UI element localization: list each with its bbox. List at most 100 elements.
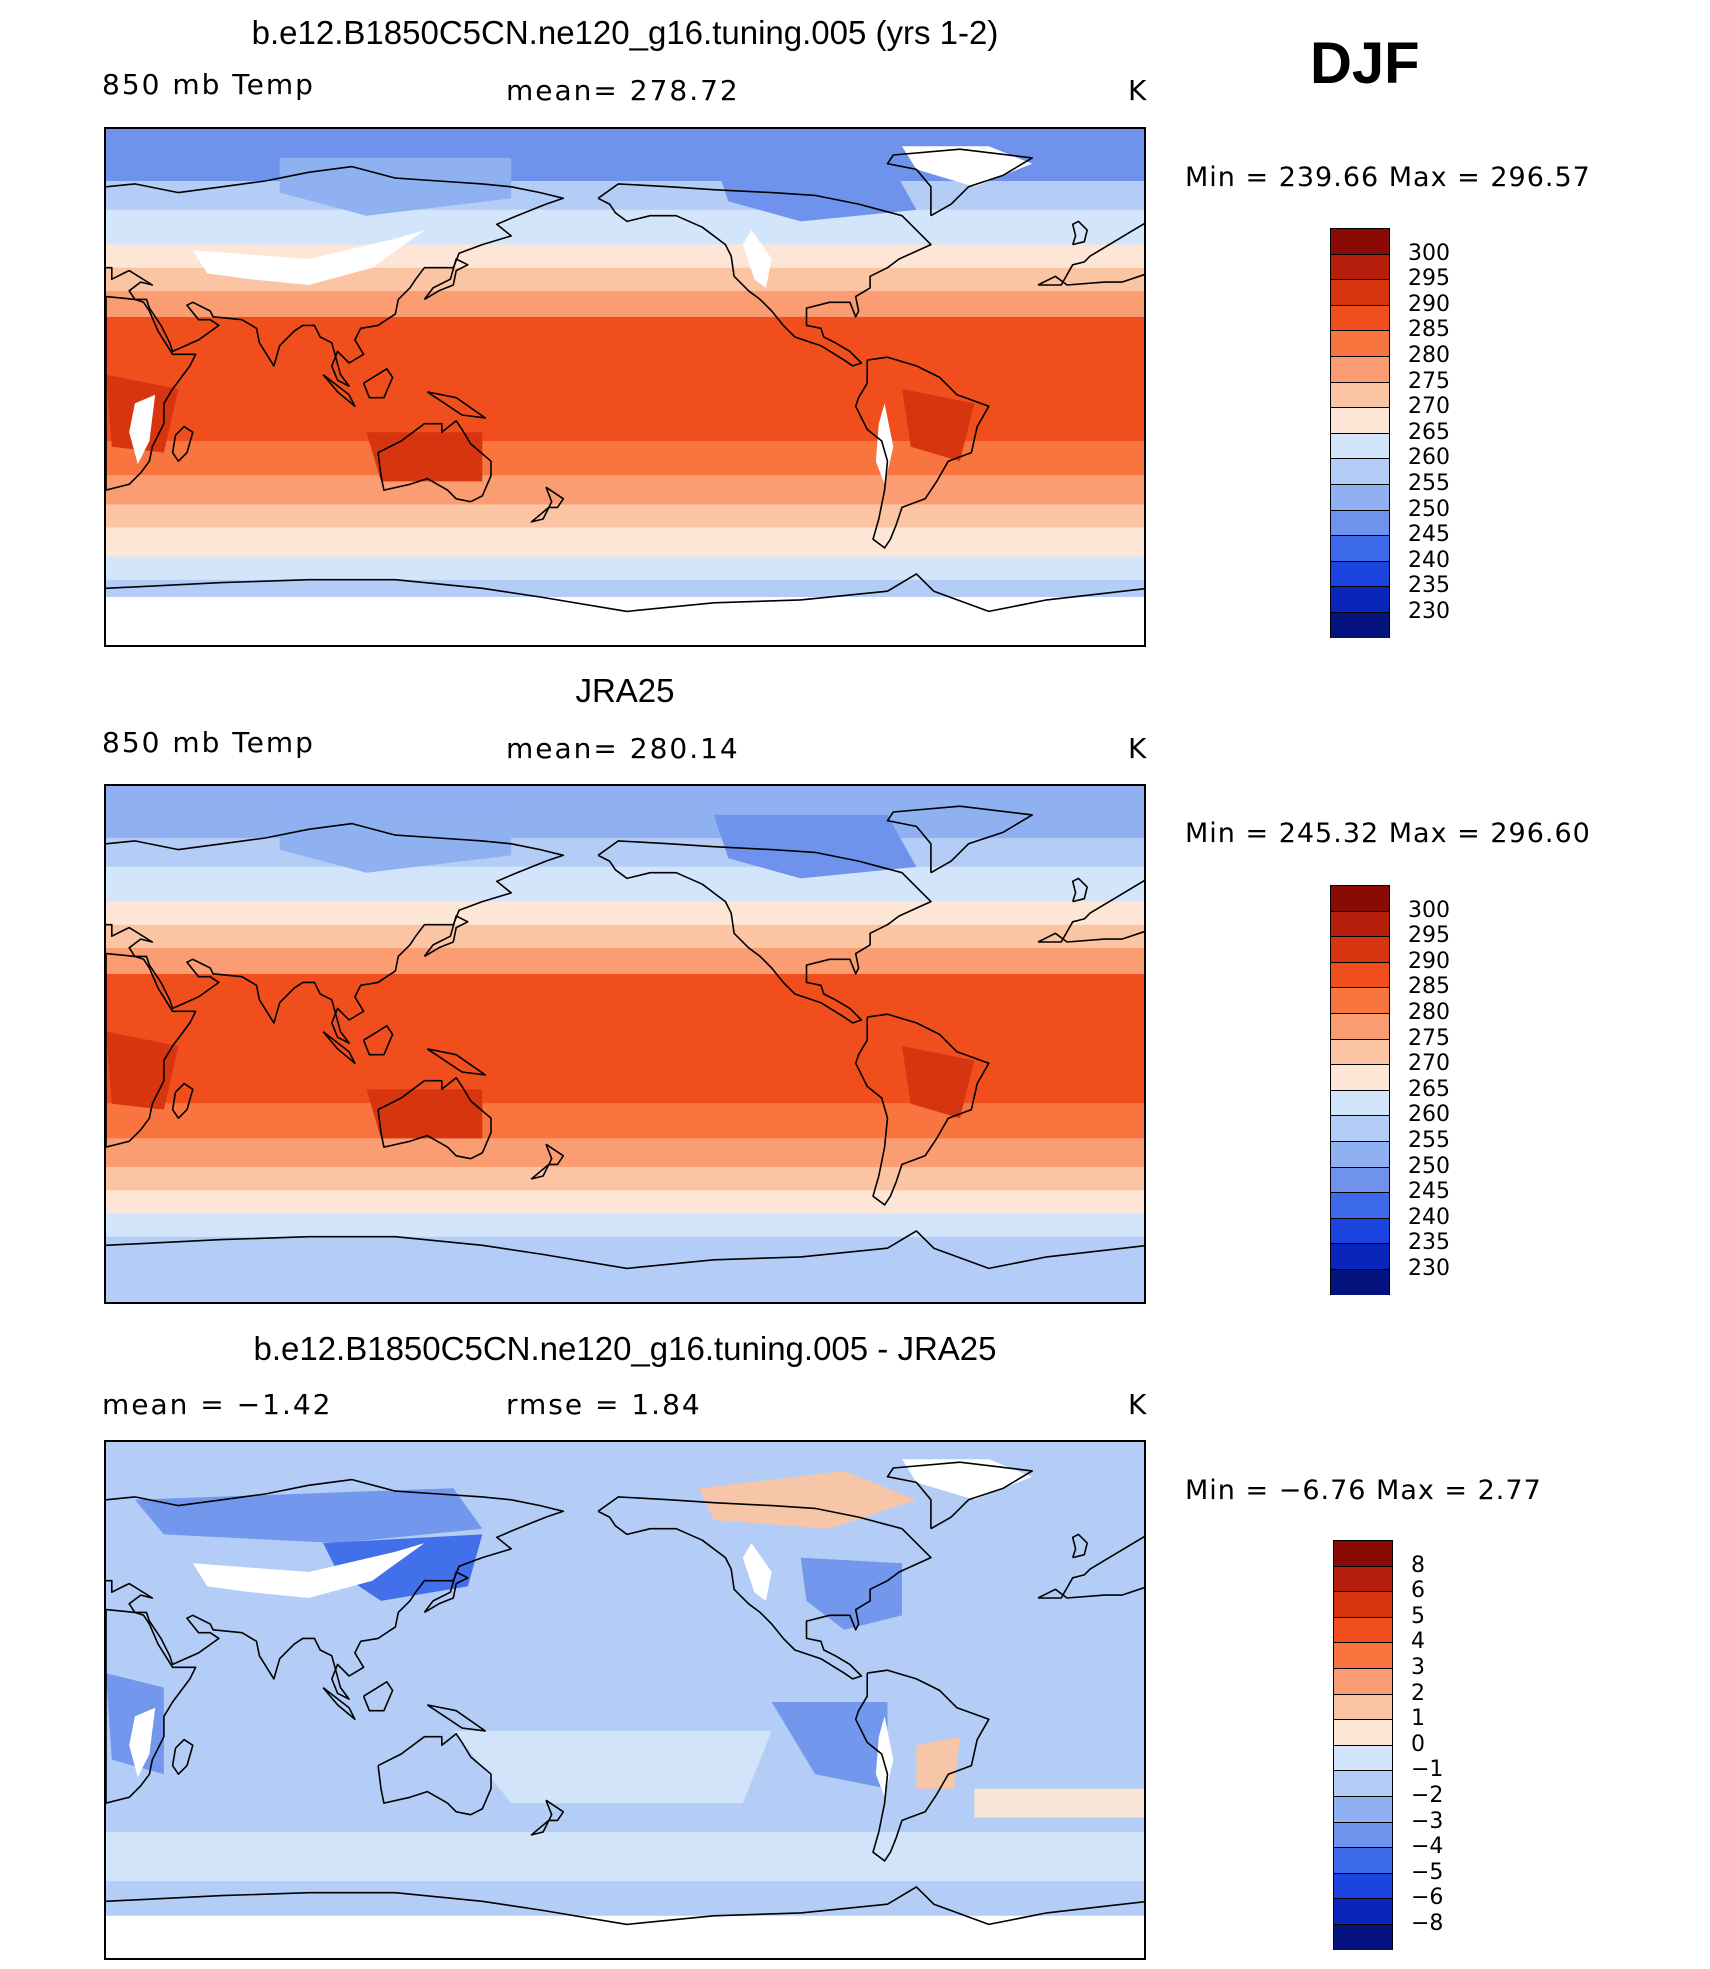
- colorbar-label: 235: [1408, 1230, 1450, 1256]
- colorbar-label: 260: [1408, 445, 1450, 471]
- colorbar-label: 280: [1408, 1000, 1450, 1025]
- colorbar-label: 245: [1408, 1179, 1450, 1205]
- colorbar-swatch: [1330, 1243, 1390, 1269]
- colorbar-swatch: [1330, 1089, 1390, 1116]
- panel-1-center-label: mean= 278.72: [506, 74, 740, 107]
- colorbar-swatch: [1333, 1821, 1393, 1848]
- colorbar-swatch: [1333, 1591, 1393, 1617]
- colorbar-label: 255: [1408, 471, 1450, 496]
- colorbar-label: 270: [1408, 1051, 1450, 1077]
- colorbar-swatch: [1333, 1565, 1393, 1592]
- colorbar-swatch: [1330, 381, 1390, 408]
- colorbar-label: −3: [1411, 1808, 1444, 1834]
- panel-2-min-max: Min = 245.32 Max = 296.60: [1185, 818, 1591, 849]
- panel-2-colorbar: 300 295 290 285 280 275 270 265 260 255 250 245 240 2…: [1330, 885, 1450, 1295]
- colorbar-swatch: [1330, 1115, 1390, 1141]
- colorbar-swatch: [1330, 586, 1390, 612]
- colorbar-swatch: [1333, 1719, 1393, 1745]
- colorbar-swatch: [1330, 1064, 1390, 1090]
- colorbar-label: −8: [1411, 1911, 1444, 1936]
- colorbar-label: 275: [1408, 1025, 1450, 1051]
- colorbar-label: 295: [1408, 923, 1450, 949]
- colorbar-swatch: [1330, 330, 1390, 356]
- colorbar-swatch: [1330, 1012, 1390, 1039]
- colorbar-label: 290: [1408, 948, 1450, 974]
- colorbar-label: 250: [1408, 496, 1450, 522]
- colorbar-swatch: [1330, 885, 1390, 911]
- colorbar-label: 250: [1408, 1153, 1450, 1179]
- panel-3-min-max: Min = −6.76 Max = 2.77: [1185, 1475, 1542, 1506]
- panel-2-left-label: 850 mb Temp: [102, 726, 315, 759]
- colorbar-label: 2: [1411, 1680, 1425, 1706]
- panel-1-title: b.e12.B1850C5CN.ne120_g16.tuning.005 (yr…: [251, 14, 999, 51]
- colorbar-swatch: [1330, 1217, 1390, 1244]
- colorbar-label: 0: [1411, 1731, 1425, 1757]
- colorbar-swatch: [1333, 1693, 1393, 1720]
- colorbar-label: 265: [1408, 1076, 1450, 1102]
- colorbar-label: −2: [1411, 1783, 1444, 1808]
- panel-3-units: K: [1128, 1388, 1149, 1421]
- panel-2-units: K: [1128, 732, 1149, 765]
- colorbar-swatch: [1330, 279, 1390, 305]
- colorbar-label: 260: [1408, 1102, 1450, 1128]
- colorbar-swatch: [1330, 509, 1390, 536]
- panel-3-center-label: rmse = 1.84: [506, 1388, 702, 1421]
- colorbar-swatch: [1330, 253, 1390, 280]
- colorbar-swatch: [1333, 1872, 1393, 1899]
- colorbar-label: 3: [1411, 1655, 1425, 1680]
- colorbar-label: 300: [1408, 240, 1450, 266]
- colorbar-label: 240: [1408, 547, 1450, 573]
- panel-1-map: [104, 127, 1146, 647]
- panel-2-title: JRA25: [575, 672, 675, 709]
- colorbar-swatch: [1330, 1140, 1390, 1167]
- season-label: DJF: [1310, 31, 1420, 96]
- colorbar-label: −6: [1411, 1885, 1444, 1911]
- colorbar-swatch: [1333, 1770, 1393, 1796]
- colorbar-label: 255: [1408, 1128, 1450, 1153]
- colorbar-label: −4: [1411, 1834, 1444, 1860]
- colorbar-label: 285: [1408, 974, 1450, 1000]
- panel-2-map: [104, 784, 1146, 1304]
- colorbar-label: −1: [1411, 1757, 1444, 1783]
- colorbar-swatch: [1330, 910, 1390, 937]
- colorbar-swatch: [1330, 355, 1390, 382]
- colorbar-label: 230: [1408, 1256, 1450, 1281]
- colorbar-label: 280: [1408, 343, 1450, 368]
- colorbar-label: 295: [1408, 266, 1450, 292]
- panel-1-colorbar: 300 295 290 285 280 275 270 265 260 255 250 245 240 2…: [1330, 228, 1450, 638]
- panel-3-left-label: mean = −1.42: [102, 1388, 333, 1421]
- colorbar-swatch: [1330, 611, 1390, 638]
- colorbar-swatch: [1330, 1038, 1390, 1065]
- colorbar-label: 8: [1411, 1552, 1425, 1578]
- colorbar-swatch: [1330, 560, 1390, 587]
- colorbar-swatch: [1330, 458, 1390, 484]
- colorbar-swatch: [1330, 535, 1390, 561]
- colorbar-label: 1: [1411, 1706, 1425, 1732]
- colorbar-label: 240: [1408, 1204, 1450, 1230]
- colorbar-swatch: [1330, 1268, 1390, 1295]
- colorbar-swatch: [1333, 1616, 1393, 1643]
- colorbar-swatch: [1330, 304, 1390, 331]
- colorbar-swatch: [1333, 1667, 1393, 1694]
- colorbar-label: 290: [1408, 291, 1450, 317]
- colorbar-swatch: [1333, 1923, 1393, 1950]
- colorbar-label: 300: [1408, 897, 1450, 923]
- colorbar-label: 265: [1408, 419, 1450, 445]
- colorbar-label: 270: [1408, 394, 1450, 420]
- colorbar-label: −5: [1411, 1859, 1444, 1885]
- colorbar-swatch: [1330, 936, 1390, 962]
- colorbar-swatch: [1333, 1847, 1393, 1873]
- colorbar-label: 230: [1408, 599, 1450, 624]
- panel-3-title: b.e12.B1850C5CN.ne120_g16.tuning.005 - J…: [253, 1330, 997, 1367]
- colorbar-swatch: [1330, 483, 1390, 510]
- colorbar-label: 5: [1411, 1603, 1425, 1629]
- colorbar-label: 245: [1408, 522, 1450, 548]
- colorbar-swatch: [1330, 407, 1390, 433]
- panel-1-left-label: 850 mb Temp: [102, 68, 315, 101]
- panel-1-units: K: [1128, 74, 1149, 107]
- colorbar-label: 275: [1408, 368, 1450, 394]
- panel-1-min-max: Min = 239.66 Max = 296.57: [1185, 162, 1591, 193]
- colorbar-swatch: [1330, 961, 1390, 988]
- colorbar-swatch: [1333, 1898, 1393, 1924]
- colorbar-swatch: [1330, 1192, 1390, 1218]
